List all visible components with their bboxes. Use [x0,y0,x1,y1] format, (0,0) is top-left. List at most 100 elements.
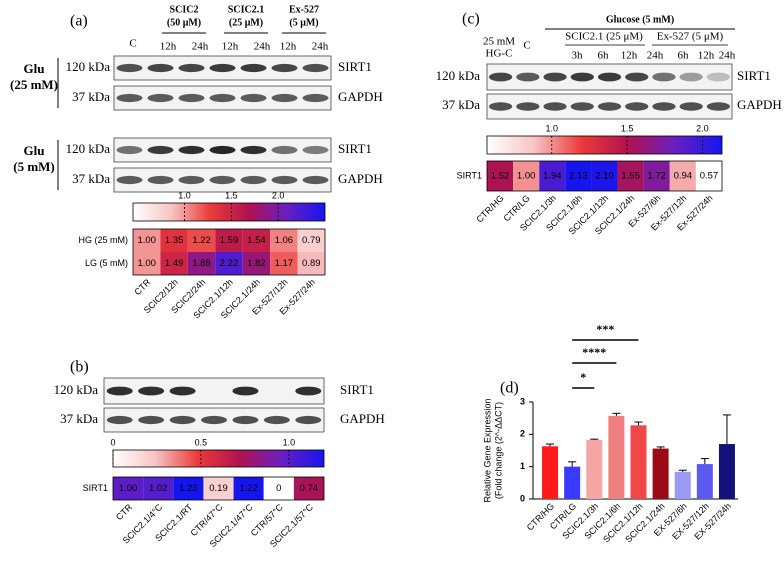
colorbar-tick-label: 2.0 [272,190,285,200]
heatmap-cell [297,252,325,275]
blot-band [178,93,205,103]
x-tick-label: CTR [132,277,153,298]
colorbar-tick-label: 2.0 [696,123,709,133]
marker-label: 120 kDa [66,59,111,74]
blot-band [106,415,133,425]
colorbar-tick-label: 0 [110,437,115,447]
blot-band [178,175,205,185]
blot-band [516,72,540,82]
time-label: 24h [647,50,664,62]
blot-band [138,386,165,396]
blot-band [209,175,236,185]
marker-label: 120 kDa [66,141,111,156]
error-bar [722,414,731,445]
y-tick-label: 3 [520,396,525,406]
blot-band [597,72,622,82]
blot-band [240,93,267,103]
cell-label: 1.22 [239,483,258,494]
bar [718,444,735,499]
cell-label: 0.94 [674,171,693,182]
marker-label: 37 kDa [60,411,98,426]
time-label: 6h [598,50,610,62]
heatmap-cell [160,229,188,252]
treatment-label: (5 μM) [289,17,318,28]
colorbar-tick-label: 1.0 [546,123,559,133]
heatmap-cell [160,252,188,275]
marker-label: 120 kDa [54,382,99,397]
cell-label: 1.52 [491,171,510,182]
blot-band [516,102,540,111]
protein-label: SIRT1 [338,59,372,74]
blot-band [271,93,298,103]
error-bar [700,458,709,465]
y-tick-label: 1 [520,461,525,471]
blot-band [116,93,143,103]
colorbar [486,135,723,155]
cell-label: 2.22 [220,258,239,269]
treatment-label: (50 μM) [167,17,201,28]
heatmap-cell [113,477,144,500]
blot-band [116,145,143,155]
lane-label: C [129,38,136,50]
colorbar-tick-label: 1.5 [225,190,238,200]
treatment-label: Ex-527 [289,4,319,15]
time-label: 12h [160,41,177,53]
heatmap-cell [487,161,514,191]
bar [542,446,559,499]
blot-band [240,175,267,185]
cell-label: 1.23 [179,483,198,494]
cell-label: 0 [276,483,281,494]
blot-band [652,72,676,82]
blot-band [652,102,676,111]
blot-band [597,102,622,111]
y-axis-label: (Fold change (2^-ΔΔCT) [493,402,503,499]
colorbar [132,202,326,222]
time-label: 24h [719,50,736,62]
protein-label: GAPDH [338,171,383,186]
cell-label: 1.49 [165,258,184,269]
blot-band [706,102,731,111]
marker-label: 37 kDa [72,89,110,104]
row-label: HG (25 mM) [79,235,129,245]
heatmap-frame [132,228,326,276]
heatmap-cell [293,477,324,500]
blot-band [232,415,259,425]
blot-band [169,386,196,396]
colorbar-tick-label: 1.0 [283,437,296,447]
cell-label: 1.94 [543,171,562,182]
cell-label: 0.74 [300,483,319,494]
blot-band [209,63,236,73]
cell-label: 1.22 [192,235,211,246]
significance-label: **** [582,345,606,359]
cell-label: 1.55 [621,171,640,182]
blot-band [489,102,513,111]
heatmap-cell [133,229,161,252]
time-label: 12h [280,41,297,53]
row-label: SIRT1 [83,483,108,493]
y-tick-label: 2 [520,429,525,439]
blot-band [543,72,567,82]
heatmap-cell [565,161,592,191]
cell-label: 1.88 [192,258,211,269]
colorbar [112,449,325,468]
cell-label: 0.79 [302,235,321,246]
heatmap-cell [695,161,722,191]
heatmap-cell [187,252,216,275]
blot-band [263,415,290,425]
protein-label: GAPDH [737,97,782,112]
heatmap-cell [643,161,670,191]
heatmap-cell [233,477,264,500]
heatmap-cell [143,477,174,500]
error-bar [546,443,555,447]
cell-label: 0.89 [302,258,321,269]
protein-label: GAPDH [338,89,383,104]
blot-band [147,93,174,103]
marker-label: 37 kDa [442,97,480,112]
protein-label: SIRT1 [338,141,372,156]
error-bar [568,461,577,467]
blot-band [240,145,267,155]
bar [696,464,713,499]
time-label: 12h [698,50,715,62]
significance-label: * [580,370,586,384]
